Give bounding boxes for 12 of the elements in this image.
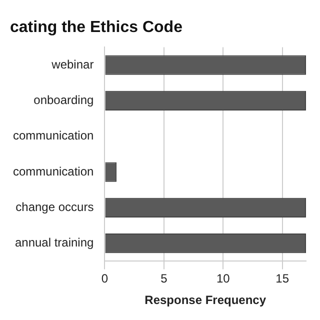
x-tick-label: 5 xyxy=(160,272,168,286)
y-tick-label: communication xyxy=(13,128,94,143)
x-tick-label: 0 xyxy=(101,272,108,286)
y-tick-label: webinar xyxy=(50,57,94,72)
y-tick-label: communication xyxy=(13,164,94,178)
x-tick-label: 10 xyxy=(216,272,230,286)
x-axis-title: Response Frequency xyxy=(144,293,266,308)
y-tick-label: change occurs xyxy=(16,200,94,214)
x-tick-label: 15 xyxy=(276,272,290,286)
chart-title: cating the Ethics Code xyxy=(10,19,183,36)
y-tick-label: onboarding xyxy=(34,93,94,108)
y-tick-label: annual training xyxy=(14,236,94,250)
